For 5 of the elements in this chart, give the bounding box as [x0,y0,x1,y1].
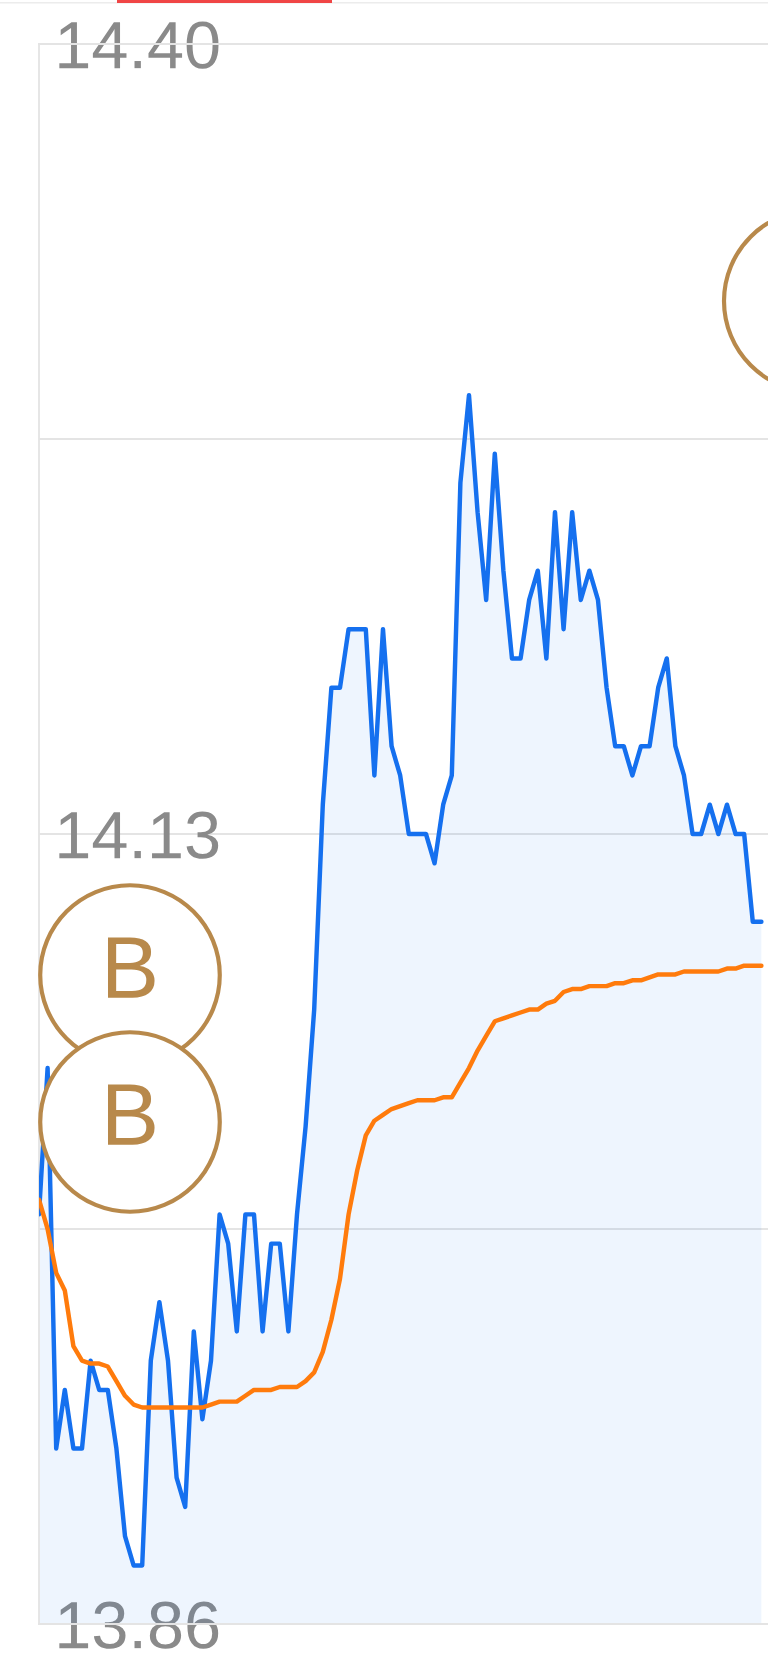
y-tick-label: 14.13 [59,811,219,859]
annotation: B [108,937,155,998]
annotation: B [108,1084,155,1145]
y-tick-label: 13.86 [59,1601,219,1649]
y-tick-label: 14.40 [59,21,219,69]
